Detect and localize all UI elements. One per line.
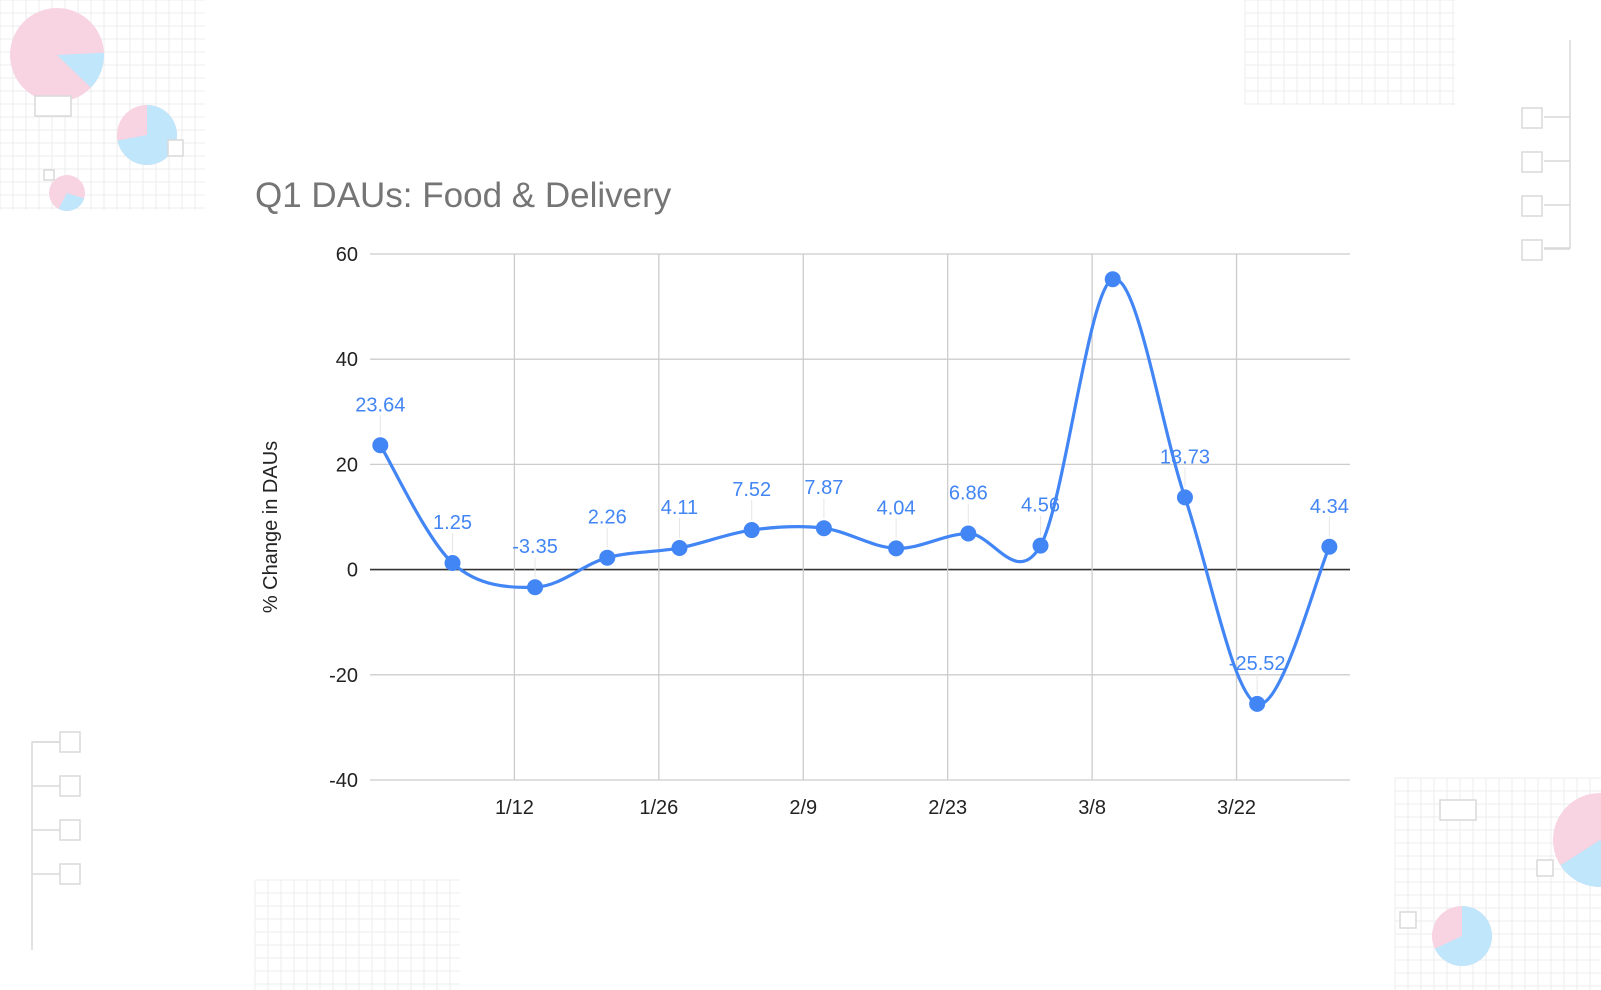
data-label: 7.52 <box>732 479 771 501</box>
data-label: 2.26 <box>588 507 627 529</box>
y-tick-label: 40 <box>336 349 358 371</box>
y-tick-label: 60 <box>336 244 358 266</box>
x-tick-label: 3/22 <box>1217 797 1256 819</box>
data-label: -25.52 <box>1229 653 1286 675</box>
data-point <box>888 540 905 557</box>
data-labels: 23.64 1.25 -3.35 2.26 4.11 7.52 7.87 4.04 6.86 4.… <box>355 394 1349 694</box>
data-label: 4.56 <box>1021 495 1060 517</box>
data-label: 7.87 <box>804 477 843 499</box>
data-points <box>372 271 1338 712</box>
data-point <box>960 525 977 542</box>
data-label: 4.34 <box>1310 496 1349 518</box>
x-tick-label: 1/12 <box>495 797 534 819</box>
y-tick-label: -20 <box>329 665 358 687</box>
data-label: 4.11 <box>661 497 698 519</box>
data-point <box>1032 537 1049 554</box>
x-tick-label: 1/26 <box>639 797 678 819</box>
y-axis-ticks: -40 -20 0 20 40 60 <box>329 244 358 792</box>
data-label: 6.86 <box>949 483 988 505</box>
series-path <box>378 277 1331 706</box>
data-point <box>671 539 688 556</box>
data-point <box>1104 271 1121 288</box>
x-tick-label: 2/23 <box>928 797 967 819</box>
data-point <box>527 579 544 596</box>
data-point <box>815 520 832 537</box>
x-axis-ticks: 1/12 1/26 2/9 2/23 3/8 3/22 <box>495 797 1256 819</box>
x-tick-label: 2/9 <box>789 797 817 819</box>
data-point <box>444 555 461 572</box>
y-tick-label: 0 <box>347 560 358 582</box>
series-line <box>378 277 1331 706</box>
data-label: 23.64 <box>355 394 405 416</box>
data-label: -3.35 <box>512 536 558 558</box>
data-label: 4.04 <box>877 497 916 519</box>
chart-grid <box>370 253 1350 781</box>
data-point <box>1176 489 1193 506</box>
data-point <box>372 437 389 454</box>
y-axis-label: % Change in DAUs <box>260 441 282 613</box>
data-point <box>1249 695 1266 712</box>
data-point <box>599 549 616 566</box>
y-tick-label: -40 <box>329 770 358 792</box>
data-label: 13.73 <box>1160 446 1210 468</box>
data-label: 1.25 <box>433 512 472 534</box>
x-tick-label: 3/8 <box>1078 797 1106 819</box>
data-point <box>743 522 760 539</box>
data-point <box>1321 538 1338 555</box>
y-tick-label: 20 <box>336 454 358 476</box>
chart-title: Q1 DAUs: Food & Delivery <box>255 176 672 215</box>
